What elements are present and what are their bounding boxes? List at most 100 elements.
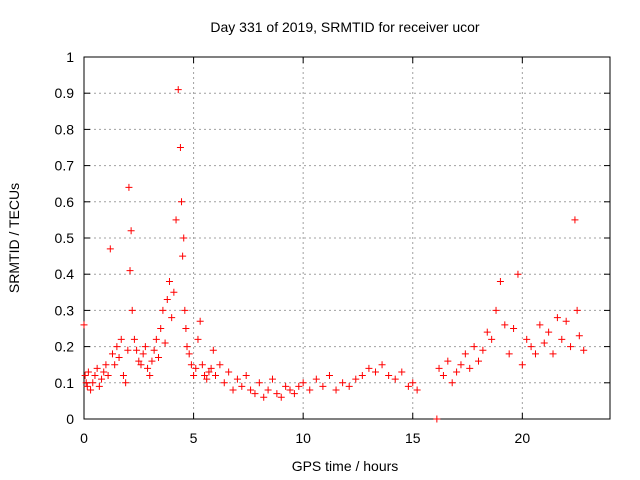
data-point	[575, 332, 583, 340]
data-point	[98, 375, 106, 383]
data-point	[198, 361, 206, 369]
data-point	[514, 270, 522, 278]
data-point	[238, 382, 246, 390]
data-point	[404, 382, 412, 390]
data-point	[84, 368, 92, 376]
data-point	[83, 382, 91, 390]
y-tick-label: 0.1	[55, 375, 75, 391]
data-point	[312, 375, 320, 383]
data-point	[190, 372, 198, 380]
data-point	[194, 335, 202, 343]
data-point	[573, 306, 581, 314]
data-point	[286, 386, 294, 394]
data-point	[523, 335, 531, 343]
data-point	[332, 386, 340, 394]
data-point	[104, 372, 112, 380]
data-point	[496, 277, 504, 285]
data-point	[260, 393, 268, 401]
data-point	[444, 357, 452, 365]
data-point	[170, 288, 178, 296]
data-point	[113, 343, 121, 351]
x-tick-label: 20	[515, 430, 531, 446]
data-point	[205, 368, 213, 376]
data-point	[130, 335, 138, 343]
axis-ticks: 00.10.20.30.40.50.60.70.80.910 5 10 15 20	[55, 49, 610, 446]
data-point	[203, 375, 211, 383]
data-point	[527, 343, 535, 351]
x-tick-label: 10	[295, 430, 311, 446]
data-point	[157, 325, 165, 332]
data-point	[196, 317, 204, 325]
data-point	[126, 267, 134, 275]
data-point	[80, 321, 88, 329]
data-point	[461, 350, 469, 358]
y-tick-label: 0.5	[55, 230, 75, 246]
x-tick-label: 5	[190, 430, 198, 446]
data-point	[549, 350, 557, 358]
data-point	[192, 364, 200, 372]
data-point	[345, 382, 353, 390]
data-point	[488, 335, 496, 343]
data-point	[119, 372, 127, 380]
data-point	[95, 382, 103, 390]
data-point	[150, 346, 158, 354]
data-point	[409, 379, 417, 387]
data-point	[466, 364, 474, 372]
data-point	[282, 382, 290, 390]
data-point	[117, 335, 125, 343]
data-point	[115, 353, 123, 361]
data-point	[580, 346, 588, 354]
data-point	[144, 364, 152, 372]
data-point	[295, 382, 303, 390]
data-point	[439, 372, 447, 380]
data-point	[435, 364, 443, 372]
y-tick-label: 0.9	[55, 85, 75, 101]
data-point	[391, 375, 399, 383]
data-point	[470, 343, 478, 351]
data-point	[518, 361, 526, 369]
data-point	[159, 306, 167, 314]
data-point	[127, 227, 135, 235]
data-point	[108, 350, 116, 358]
y-tick-label: 0	[66, 411, 74, 427]
data-point	[358, 372, 366, 380]
data-point	[106, 245, 114, 253]
data-point	[536, 321, 544, 329]
data-point	[233, 375, 241, 383]
data-point	[183, 343, 191, 351]
data-point	[125, 183, 133, 191]
data-point	[475, 357, 482, 365]
data-point	[255, 379, 263, 387]
data-point	[209, 346, 217, 354]
data-point	[172, 216, 180, 224]
data-point	[562, 317, 570, 325]
data-point	[87, 386, 95, 394]
data-point	[155, 353, 163, 361]
y-axis-title: SRMTID / TECUs	[6, 183, 22, 293]
y-tick-label: 0.6	[55, 194, 75, 210]
data-point	[453, 368, 461, 376]
data-point	[268, 375, 276, 383]
x-axis-title: GPS time / hours	[292, 458, 399, 474]
data-point	[242, 372, 250, 380]
data-point	[531, 350, 539, 358]
data-point	[501, 321, 509, 329]
data-point	[133, 346, 141, 354]
data-point	[207, 364, 215, 372]
data-point	[567, 343, 575, 351]
data-point	[433, 415, 441, 423]
data-point	[277, 393, 285, 401]
data-point	[165, 277, 173, 285]
data-point	[247, 386, 255, 394]
y-tick-label: 0.8	[55, 121, 75, 137]
data-point	[385, 372, 393, 380]
data-point	[185, 350, 193, 358]
data-point	[152, 335, 160, 343]
data-point	[510, 325, 518, 332]
data-point	[180, 234, 188, 242]
data-point	[122, 379, 130, 387]
data-point	[181, 306, 189, 314]
data-point	[148, 357, 156, 365]
data-point	[457, 361, 465, 369]
y-tick-label: 0.4	[55, 266, 75, 282]
